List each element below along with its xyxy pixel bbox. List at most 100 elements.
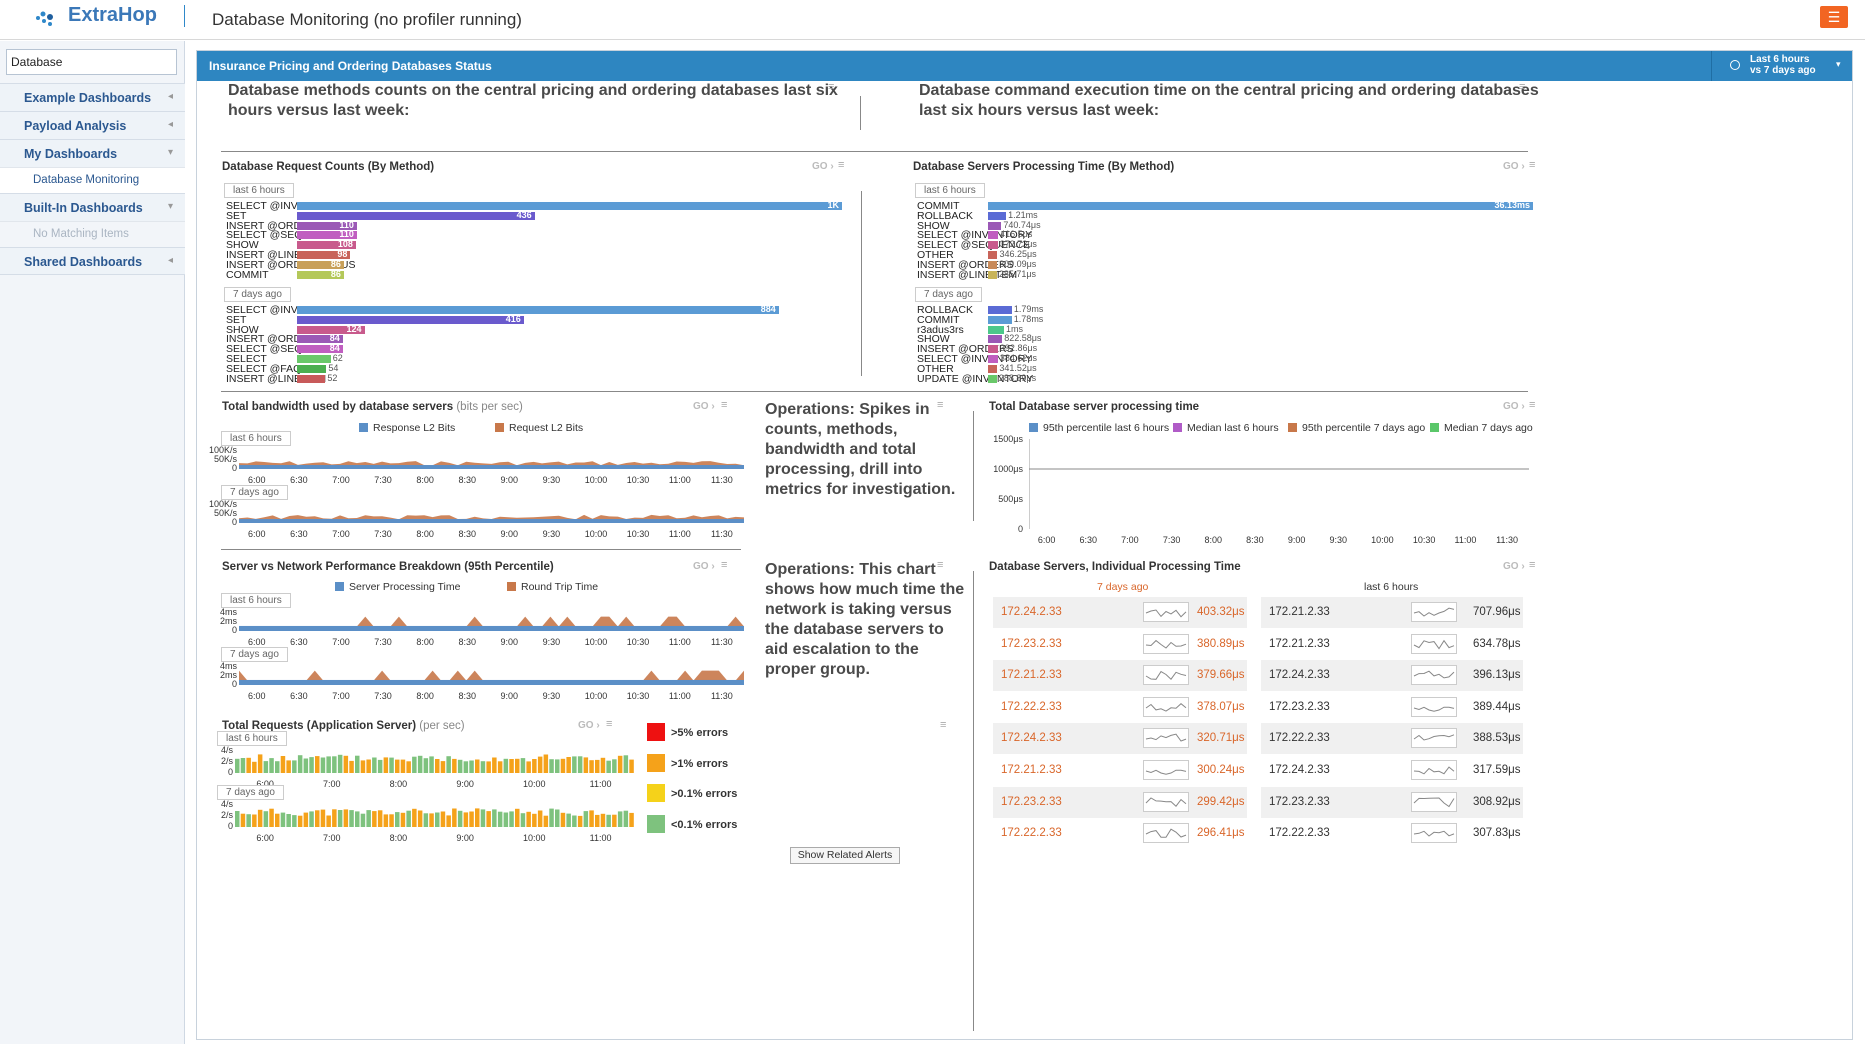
bar[interactable]: 1K [297, 200, 842, 210]
bar[interactable]: 98 [297, 249, 351, 259]
server-ip[interactable]: 172.23.2.33 [1001, 795, 1062, 808]
time-range-tag: last 6 hours [915, 183, 985, 198]
chart-menu-icon[interactable]: ≡ [1529, 559, 1536, 571]
bar[interactable] [988, 364, 998, 373]
table-row[interactable]: 172.23.2.33 389.44μs [1261, 691, 1523, 723]
bar[interactable] [988, 251, 998, 259]
sidebar-subitem-database-monitoring[interactable]: Database Monitoring [0, 167, 185, 193]
legend-item: 95th percentile 7 days ago [1288, 422, 1425, 434]
table-row[interactable]: 172.21.2.33 634.78μs [1261, 628, 1523, 660]
table-row[interactable]: 172.24.2.33 317.59μs [1261, 755, 1523, 786]
bar[interactable] [988, 345, 998, 354]
bar[interactable]: 86 [297, 269, 344, 279]
bar[interactable] [988, 211, 1007, 220]
time-range-selector[interactable]: Last 6 hours vs 7 days ago ▾ [1711, 51, 1852, 81]
chart-menu-icon[interactable]: ≡ [721, 559, 728, 571]
bar[interactable]: 416 [297, 314, 524, 324]
table-row[interactable]: 172.23.2.33 308.92μs [1261, 786, 1523, 818]
sidebar-item-payload-analysis[interactable]: Payload Analysis ◂ [0, 111, 185, 139]
bar[interactable] [988, 231, 999, 240]
go-link[interactable]: GO › [1503, 161, 1525, 172]
go-link[interactable]: GO › [812, 161, 834, 172]
bar[interactable] [297, 355, 331, 363]
server-ip[interactable]: 172.23.2.33 [1269, 700, 1330, 713]
server-ip[interactable]: 172.24.2.33 [1269, 764, 1330, 776]
table-row[interactable]: 172.22.2.33 388.53μs [1261, 723, 1523, 755]
table-row[interactable]: 172.22.2.33 378.07μs [993, 691, 1247, 723]
chart-menu-icon[interactable]: ≡ [721, 399, 728, 411]
table-row[interactable]: 172.23.2.33 380.89μs [993, 628, 1247, 660]
x-tick-label: 9:30 [1329, 535, 1348, 545]
table-row[interactable]: 172.23.2.33 299.42μs [993, 786, 1247, 818]
server-ip[interactable]: 172.21.2.33 [1001, 669, 1062, 682]
go-link[interactable]: GO › [693, 561, 715, 572]
server-ip[interactable]: 172.23.2.33 [1001, 637, 1062, 650]
bar[interactable] [988, 335, 1003, 344]
go-link[interactable]: GO › [578, 720, 600, 731]
bar[interactable]: 110 [297, 229, 357, 240]
bar[interactable] [988, 374, 997, 383]
bar[interactable]: 124 [297, 324, 365, 334]
table-row[interactable]: 172.21.2.33 379.66μs [993, 660, 1247, 692]
table-row[interactable]: 172.21.2.33 300.24μs [993, 755, 1247, 786]
server-ip[interactable]: 172.21.2.33 [1001, 764, 1062, 776]
show-related-alerts-button[interactable]: Show Related Alerts [790, 847, 900, 864]
table-row[interactable]: 172.21.2.33 707.96μs [1261, 597, 1523, 628]
bar[interactable]: 84 [297, 343, 343, 354]
bar[interactable] [988, 260, 998, 269]
server-ip[interactable]: 172.22.2.33 [1001, 700, 1062, 713]
bar[interactable]: 36.13ms [988, 200, 1533, 210]
server-ip[interactable]: 172.22.2.33 [1001, 827, 1062, 840]
sparkline [1413, 830, 1455, 837]
table-row[interactable]: 172.24.2.33 396.13μs [1261, 660, 1523, 692]
table-row[interactable]: 172.22.2.33 307.83μs [1261, 818, 1523, 850]
bar[interactable]: 884 [297, 304, 779, 314]
sidebar-item-example-dashboards[interactable]: Example Dashboards ◂ [0, 83, 185, 111]
server-ip[interactable]: 172.24.2.33 [1001, 732, 1062, 745]
dashboard-search-input[interactable] [6, 49, 177, 75]
go-link[interactable]: GO › [693, 401, 715, 412]
server-ip[interactable]: 172.22.2.33 [1269, 827, 1330, 840]
sidebar-item-my-dashboards[interactable]: My Dashboards ▾ [0, 139, 185, 167]
go-link[interactable]: GO › [1503, 561, 1525, 572]
bar[interactable]: 108 [297, 239, 356, 250]
bar[interactable]: 436 [297, 210, 535, 220]
sidebar-item-built-in-dashboards[interactable]: Built-In Dashboards ▾ [0, 193, 185, 221]
x-tick-label: 6:30 [290, 637, 308, 647]
widget-menu-icon[interactable]: ≡ [937, 399, 944, 411]
bar[interactable] [988, 306, 1012, 314]
table-row[interactable]: 172.22.2.33 296.41μs [993, 818, 1247, 850]
widget-menu-icon[interactable]: ≡ [940, 719, 947, 731]
bar[interactable] [988, 325, 1004, 334]
bar[interactable] [988, 355, 998, 363]
bar[interactable] [988, 270, 997, 279]
chart-menu-icon[interactable]: ≡ [1529, 399, 1536, 411]
go-link[interactable]: GO › [1503, 401, 1525, 412]
chart-menu-icon[interactable]: ≡ [1529, 159, 1536, 171]
bar[interactable] [988, 221, 1002, 230]
widget-menu-icon[interactable]: ≡ [828, 81, 835, 93]
sidebar-item-shared-dashboards[interactable]: Shared Dashboards ◂ [0, 247, 185, 275]
bar[interactable]: 110 [297, 220, 357, 230]
chart-menu-icon[interactable]: ≡ [606, 718, 613, 730]
table-row[interactable]: 172.24.2.33 320.71μs [993, 723, 1247, 755]
widget-menu-icon[interactable]: ≡ [1519, 81, 1526, 93]
server-ip[interactable]: 172.24.2.33 [1269, 669, 1330, 682]
widget-menu-icon[interactable]: ≡ [937, 559, 944, 571]
bar[interactable]: 86 [297, 259, 344, 269]
server-ip[interactable]: 172.24.2.33 [1001, 606, 1062, 618]
hamburger-menu-button[interactable]: ☰ [1820, 6, 1848, 28]
bar[interactable] [988, 241, 998, 250]
bar[interactable]: 84 [297, 333, 343, 344]
server-ip[interactable]: 172.23.2.33 [1269, 795, 1330, 808]
server-ip[interactable]: 172.22.2.33 [1269, 732, 1330, 745]
table-row[interactable]: 172.24.2.33 403.32μs [993, 597, 1247, 628]
bar-label: SHOW [226, 239, 259, 252]
bar[interactable] [297, 374, 326, 383]
server-ip[interactable]: 172.21.2.33 [1269, 637, 1330, 650]
bar[interactable] [297, 364, 327, 373]
bar[interactable] [988, 315, 1012, 324]
chart-menu-icon[interactable]: ≡ [838, 159, 845, 171]
logo-text[interactable]: ExtraHop [68, 4, 157, 26]
server-ip[interactable]: 172.21.2.33 [1269, 606, 1330, 618]
